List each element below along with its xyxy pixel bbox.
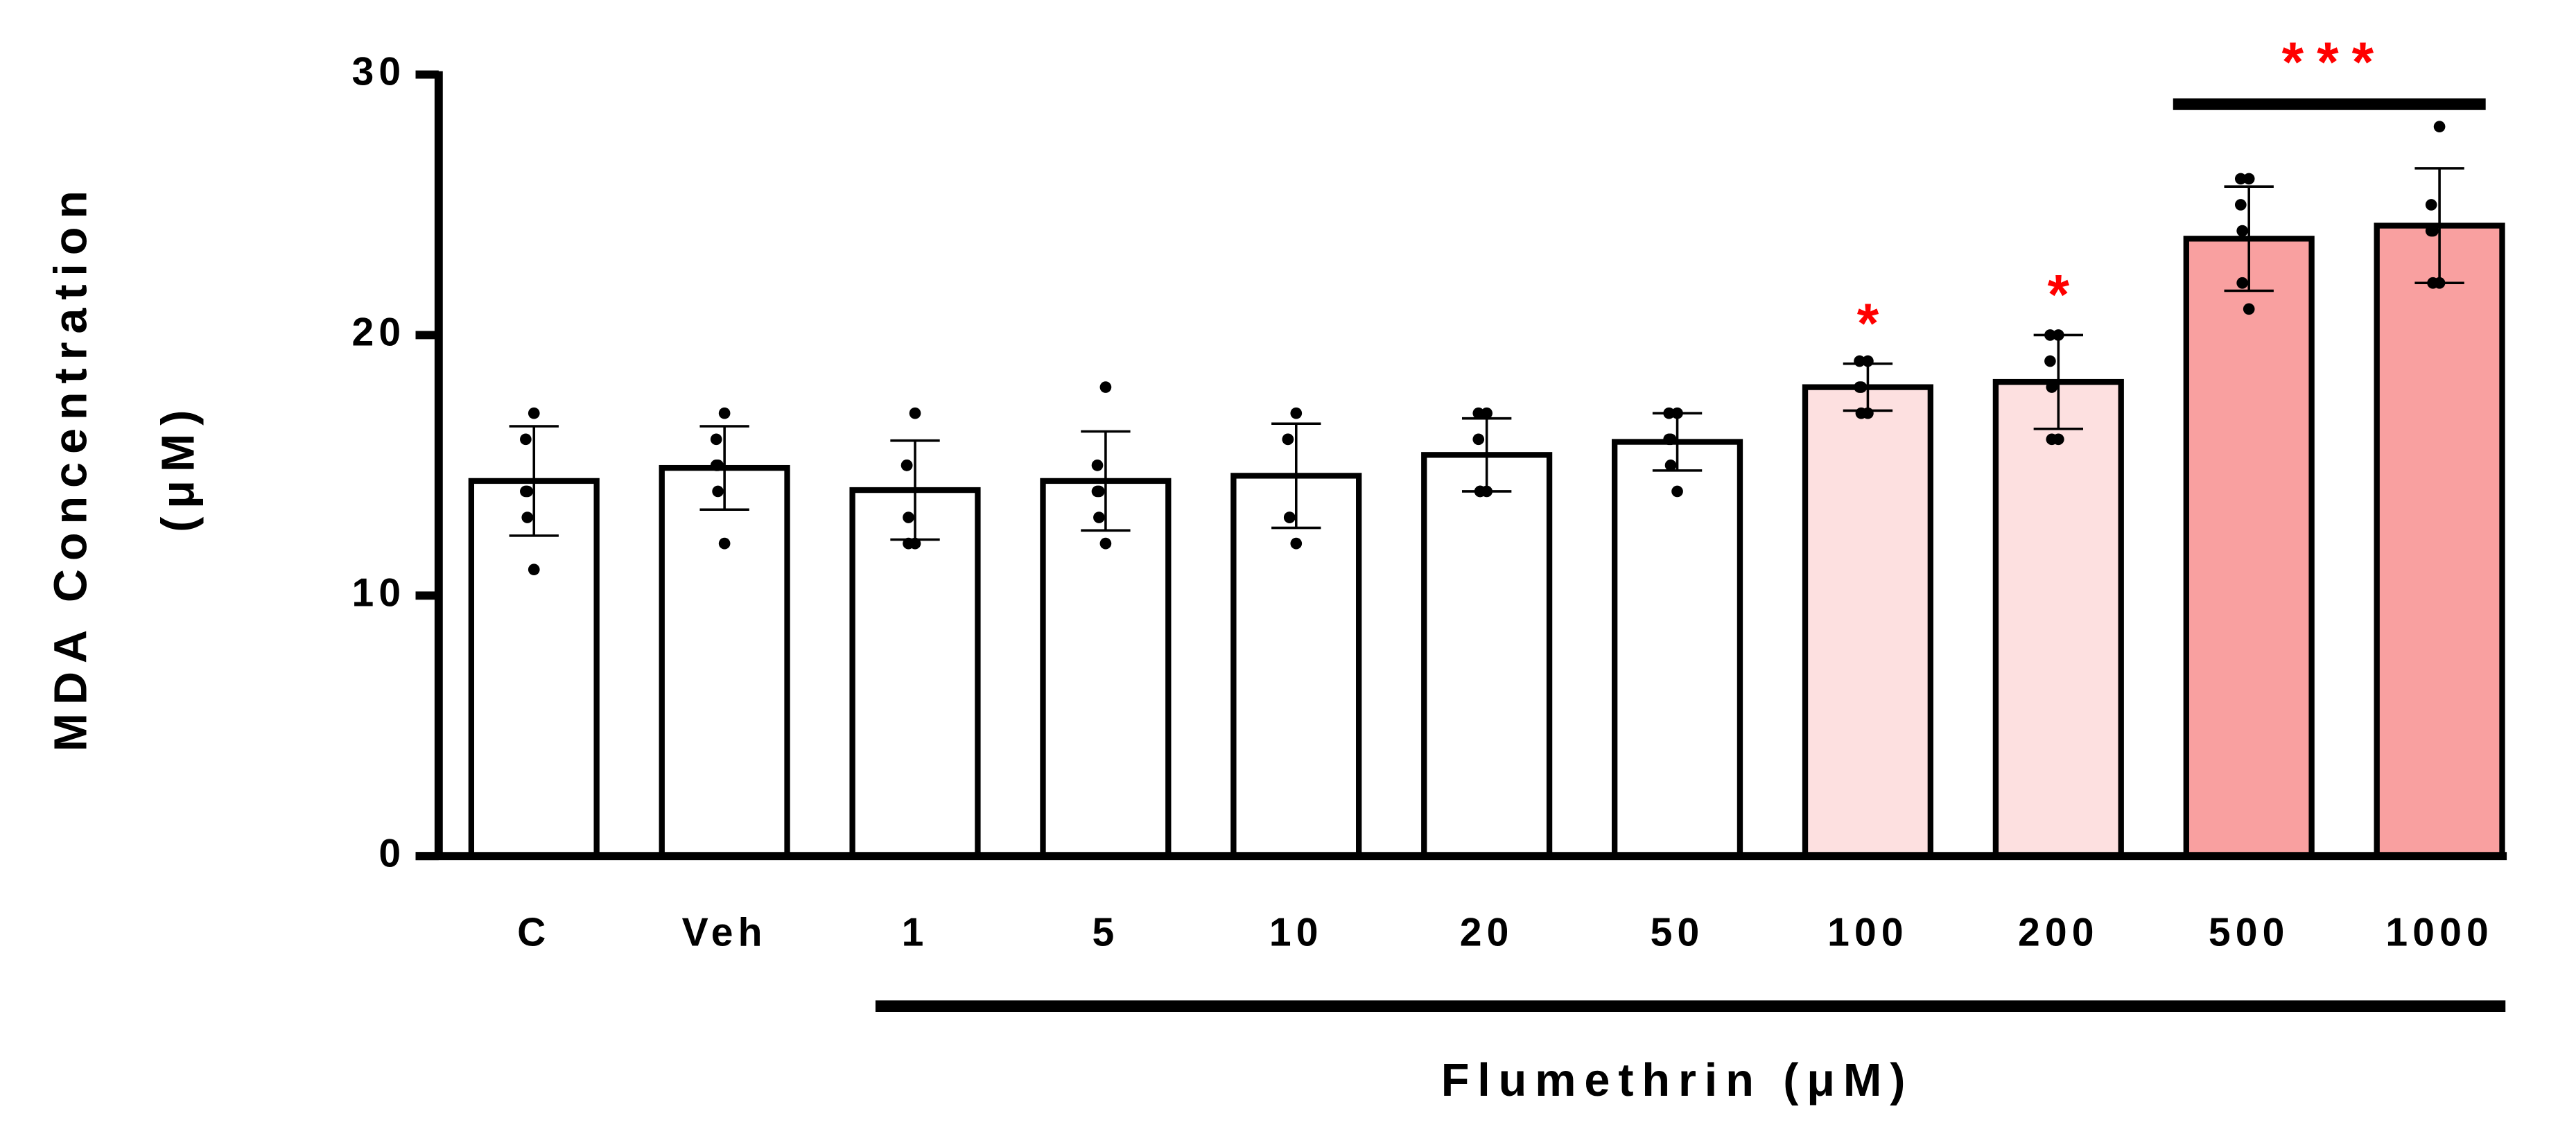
data-point <box>909 537 921 550</box>
data-point <box>1862 355 1874 367</box>
y-tick-label: 30 <box>351 50 406 94</box>
x-tick-label: 100 <box>1827 910 1908 954</box>
data-point <box>712 485 724 498</box>
data-point <box>1855 381 1868 393</box>
data-point <box>1093 512 1105 523</box>
data-point <box>718 407 731 419</box>
data-point <box>1472 407 1485 419</box>
data-point <box>710 433 722 446</box>
bar <box>2374 222 2505 859</box>
x-tick-label: 1 <box>902 910 929 954</box>
data-point <box>718 537 731 550</box>
x-tick-label: 500 <box>2209 910 2290 954</box>
x-tick-label: 1000 <box>2385 910 2494 954</box>
data-point <box>528 563 540 576</box>
data-point <box>2427 225 2439 237</box>
data-point <box>2243 173 2255 185</box>
data-point <box>2052 329 2064 341</box>
data-point <box>1854 355 1865 367</box>
data-point <box>2052 433 2064 446</box>
data-point <box>1481 485 1492 498</box>
data-point <box>2046 381 2058 393</box>
y-tick-label: 20 <box>351 311 406 355</box>
data-point <box>521 512 534 523</box>
y-axis-label: (μM) <box>153 402 204 532</box>
data-point <box>1862 407 1874 419</box>
data-point <box>2234 173 2247 185</box>
x-tick-label: 20 <box>1460 910 1514 954</box>
data-point <box>1472 433 1485 446</box>
bar <box>468 478 600 859</box>
bar <box>2183 236 2315 859</box>
x-tick-label: Veh <box>682 910 767 954</box>
data-point <box>2425 199 2437 211</box>
data-point <box>909 407 921 419</box>
x-axis-label: Flumethrin (μM) <box>1441 1055 1914 1106</box>
x-tick-label: 10 <box>1269 910 1323 954</box>
bar <box>659 464 790 859</box>
data-point <box>1282 433 1294 446</box>
data-point <box>1481 407 1492 419</box>
bar <box>1611 439 1743 859</box>
bar <box>1421 452 1553 859</box>
data-point <box>2044 355 2056 367</box>
data-point <box>900 460 913 471</box>
bar <box>1040 478 1172 859</box>
y-axis-label: MDA Concentration <box>46 182 97 751</box>
significance-label: *** <box>2282 31 2387 94</box>
data-point <box>2243 303 2255 315</box>
data-point <box>1283 512 1296 523</box>
data-point <box>1290 537 1303 550</box>
data-point <box>2236 225 2249 237</box>
x-tick-label: 50 <box>1651 910 1705 954</box>
data-point <box>521 485 534 498</box>
y-tick-label: 10 <box>351 570 406 615</box>
data-point <box>1671 407 1683 419</box>
x-tick-label: 200 <box>2018 910 2099 954</box>
data-point <box>1664 460 1677 471</box>
data-point <box>1671 485 1683 498</box>
data-point <box>1664 433 1677 446</box>
bar <box>1802 384 1934 859</box>
data-point <box>903 512 914 523</box>
data-point <box>2234 199 2247 211</box>
data-point <box>1099 537 1112 550</box>
data-point <box>1099 381 1112 393</box>
data-point <box>2433 277 2446 289</box>
data-point <box>2433 121 2446 133</box>
x-tick-label: C <box>517 910 550 954</box>
data-point <box>712 460 724 471</box>
data-point <box>1290 407 1303 419</box>
y-tick-label: 0 <box>378 831 406 875</box>
data-point <box>528 407 540 419</box>
significance-label: * <box>2048 263 2083 326</box>
data-point <box>1093 485 1105 498</box>
x-tick-label: 5 <box>1092 910 1119 954</box>
bar <box>1992 378 2124 859</box>
bar <box>1230 473 1362 859</box>
data-point <box>2236 277 2249 289</box>
significance-label: * <box>1857 292 1892 355</box>
data-point <box>520 433 532 446</box>
data-point <box>1091 460 1104 471</box>
data-point <box>2044 329 2056 341</box>
data-point <box>1663 407 1675 419</box>
